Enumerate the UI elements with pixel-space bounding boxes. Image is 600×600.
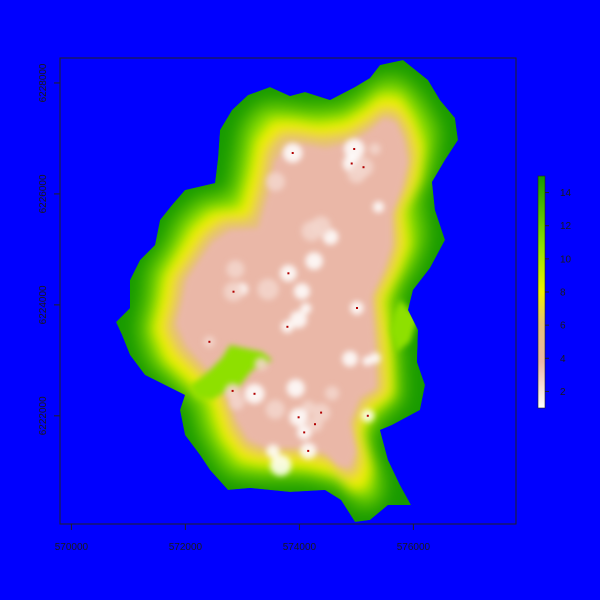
y-axis: 6222000 6224000 6226000 6228000 bbox=[38, 63, 61, 435]
y-tick-label: 6226000 bbox=[38, 174, 49, 213]
legend-tick-label: 10 bbox=[560, 254, 572, 265]
cell-mark bbox=[356, 307, 358, 309]
hotspot-cell bbox=[229, 394, 245, 410]
x-axis: 570000 572000 574000 576000 bbox=[55, 523, 431, 553]
cell-mark bbox=[291, 152, 294, 154]
legend-colorbar bbox=[537, 175, 546, 409]
hotspot-cell bbox=[372, 201, 385, 213]
cell-mark bbox=[287, 272, 290, 275]
hotspot-cell bbox=[257, 278, 279, 300]
hotspot-cell bbox=[266, 444, 280, 459]
hotspot-cell bbox=[305, 252, 323, 270]
cell-mark bbox=[297, 416, 300, 419]
hotspot-cell bbox=[300, 303, 312, 314]
x-tick-label: 576000 bbox=[397, 542, 431, 553]
cell-mark bbox=[232, 290, 235, 293]
cell-mark bbox=[366, 414, 369, 417]
legend-ticks: 2 4 6 8 10 12 14 bbox=[545, 188, 572, 398]
cell-mark bbox=[362, 166, 365, 169]
cell-mark bbox=[253, 392, 256, 395]
color-legend: 2 4 6 8 10 12 14 bbox=[537, 175, 572, 409]
cell-mark bbox=[314, 423, 316, 426]
hotspot-cell bbox=[270, 454, 292, 476]
hotspot-cell bbox=[368, 143, 381, 155]
hotspot-cell bbox=[265, 399, 285, 420]
x-tick-label: 570000 bbox=[55, 542, 89, 553]
x-tick-label: 574000 bbox=[283, 542, 317, 553]
legend-tick-label: 14 bbox=[560, 188, 572, 199]
legend-tick-label: 8 bbox=[560, 288, 566, 299]
hotspot-cell bbox=[311, 216, 331, 237]
cell-mark bbox=[286, 325, 289, 328]
y-tick-label: 6228000 bbox=[38, 63, 49, 102]
hotspot-cell bbox=[342, 350, 358, 367]
cell-marks bbox=[208, 148, 369, 452]
hotspot-cell bbox=[226, 260, 245, 279]
cell-mark bbox=[208, 340, 211, 343]
cell-mark bbox=[350, 162, 353, 165]
cell-mark bbox=[307, 449, 310, 452]
island-raster bbox=[116, 60, 458, 522]
west-inlet bbox=[190, 345, 272, 400]
legend-tick-label: 2 bbox=[560, 387, 566, 398]
cell-mark bbox=[353, 148, 356, 150]
hotspot-cell bbox=[266, 172, 285, 192]
hotspot-cell bbox=[293, 283, 310, 300]
cell-mark bbox=[303, 431, 306, 434]
hotspot-cell bbox=[325, 386, 340, 401]
y-tick-label: 6224000 bbox=[38, 285, 49, 324]
hotspot-cell bbox=[289, 310, 308, 329]
cell-mark bbox=[231, 389, 234, 392]
y-tick-label: 6222000 bbox=[38, 396, 49, 435]
hotspot-cell bbox=[286, 379, 305, 398]
x-tick-label: 572000 bbox=[169, 542, 203, 553]
legend-tick-label: 12 bbox=[560, 221, 572, 232]
legend-tick-label: 6 bbox=[560, 321, 566, 332]
hotspot-cell bbox=[347, 164, 366, 184]
legend-tick-label: 4 bbox=[560, 354, 566, 365]
hotspot-cell bbox=[254, 357, 268, 371]
cell-mark bbox=[320, 411, 323, 414]
hotspot-cell bbox=[369, 352, 381, 364]
